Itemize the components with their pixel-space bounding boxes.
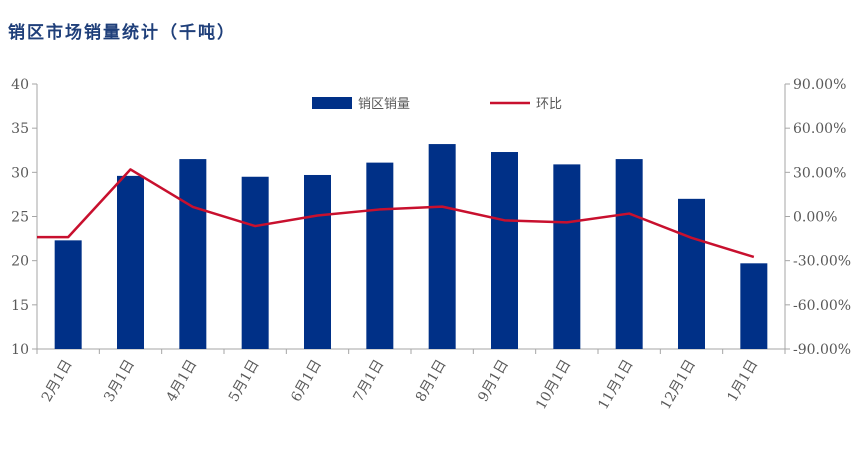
bar [615, 159, 643, 349]
right-tick-label: -90.00% [793, 342, 851, 358]
left-tick-label: 20 [11, 254, 29, 270]
bar [241, 176, 269, 349]
x-tick-label: 4月1日 [164, 357, 201, 405]
bar [54, 240, 82, 349]
x-tick-label: 12月1日 [658, 357, 699, 412]
right-tick-label: 60.00% [793, 121, 846, 137]
x-tick-label: 10月1日 [533, 357, 574, 412]
left-tick-label: 35 [11, 121, 29, 137]
x-tick-label: 8月1日 [413, 357, 450, 405]
legend-label-bar: 销区销量 [358, 97, 410, 112]
legend-swatch-bar [312, 97, 352, 109]
bar [428, 144, 456, 349]
x-tick-label: 1月1日 [725, 357, 762, 405]
x-tick-label: 2月1日 [39, 357, 76, 405]
line-series [37, 168, 755, 259]
x-tick-label: 3月1日 [101, 357, 138, 405]
x-tick-label: 9月1日 [475, 357, 512, 405]
left-tick-label: 25 [11, 210, 29, 226]
bar [179, 159, 207, 349]
bar [366, 162, 394, 349]
x-tick-label: 11月1日 [595, 357, 636, 412]
left-tick-label: 40 [11, 77, 29, 93]
x-tick-label: 7月1日 [351, 357, 388, 405]
bar-series [54, 144, 768, 349]
x-tick-label: 6月1日 [288, 357, 325, 405]
bar [678, 198, 705, 349]
chart-title: 销区市场销量统计（千吨） [8, 23, 236, 43]
legend-label-line: 环比 [536, 97, 562, 112]
legend: 销区销量 环比 [312, 97, 562, 112]
right-tick-label: 0.00% [793, 210, 837, 226]
right-tick-label: 30.00% [793, 165, 846, 181]
bar [740, 263, 768, 349]
left-tick-label: 10 [11, 342, 29, 358]
x-tick-label: 5月1日 [226, 357, 263, 405]
left-tick-label: 15 [11, 298, 29, 314]
bar [304, 174, 331, 349]
right-tick-label: -30.00% [793, 254, 851, 270]
right-tick-label: 90.00% [793, 77, 846, 93]
left-tick-label: 30 [11, 165, 29, 181]
right-tick-label: -60.00% [793, 298, 851, 314]
line-path [37, 168, 755, 259]
bar [117, 175, 144, 349]
bar [553, 164, 581, 349]
bar [491, 152, 518, 349]
